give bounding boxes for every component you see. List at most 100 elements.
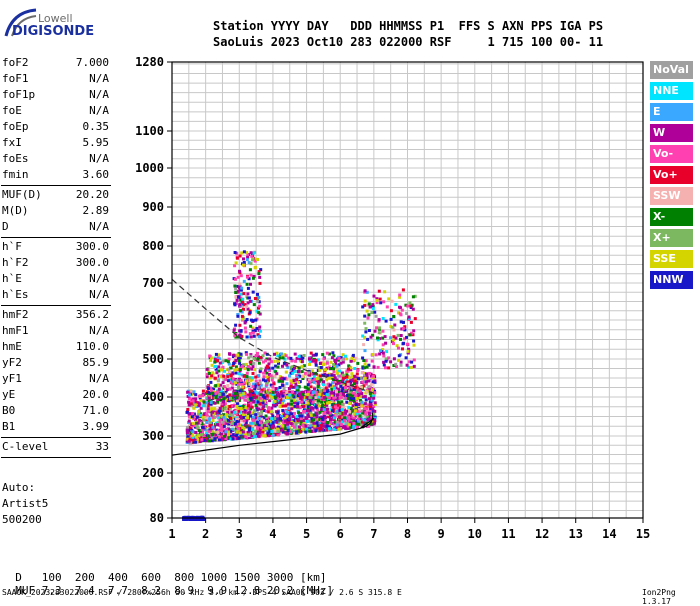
echo-point	[229, 432, 233, 435]
echo-point	[297, 397, 301, 401]
echo-point	[356, 417, 360, 421]
echo-point	[237, 409, 241, 413]
echo-point	[317, 404, 321, 408]
echo-point	[331, 351, 335, 355]
echo-point	[306, 393, 310, 396]
echo-point	[240, 310, 244, 314]
echo-point	[278, 379, 282, 383]
echo-point	[352, 391, 355, 395]
echo-point	[257, 295, 261, 299]
echo-point	[236, 353, 240, 357]
echo-point	[363, 303, 367, 307]
echo-point	[356, 377, 360, 381]
echo-point	[281, 424, 285, 428]
echo-point	[361, 356, 365, 360]
echo-point	[213, 364, 217, 368]
echo-point	[398, 312, 402, 316]
echo-point	[289, 402, 293, 406]
echo-point	[250, 378, 254, 382]
echo-point	[227, 357, 231, 361]
echo-point	[262, 391, 266, 395]
echo-point	[222, 415, 226, 419]
echo-point	[367, 379, 371, 383]
echo-point	[355, 387, 359, 391]
echo-point	[344, 394, 347, 398]
echo-point	[367, 412, 371, 415]
echo-point	[265, 383, 269, 387]
echo-point	[329, 367, 332, 370]
echo-point	[205, 372, 209, 376]
echo-point	[207, 396, 211, 400]
echo-point	[240, 364, 244, 368]
echo-point	[267, 433, 271, 437]
echo-point	[204, 391, 208, 395]
echo-point	[257, 412, 260, 415]
echo-point	[322, 380, 325, 384]
echo-point	[251, 251, 255, 255]
echo-point	[310, 369, 314, 373]
echo-point	[187, 400, 191, 404]
echo-point	[292, 419, 296, 423]
echo-point	[235, 382, 239, 386]
echo-point	[354, 396, 358, 400]
echo-point	[265, 394, 269, 398]
echo-point	[245, 258, 249, 262]
echo-point	[294, 395, 298, 399]
echo-point	[325, 361, 329, 365]
echo-point	[222, 421, 226, 425]
echo-point	[237, 385, 240, 389]
echo-point	[287, 387, 291, 390]
echo-point	[394, 362, 398, 366]
echo-point	[251, 385, 255, 389]
param-separator	[1, 237, 111, 238]
echo-point	[346, 380, 350, 384]
echo-point	[275, 351, 279, 355]
echo-point	[280, 415, 283, 418]
echo-point	[305, 386, 309, 390]
echo-point	[301, 405, 304, 408]
echo-point	[289, 396, 293, 400]
echo-point	[261, 394, 265, 398]
echo-point	[299, 354, 303, 358]
echo-point	[249, 407, 253, 411]
echo-point	[290, 407, 294, 411]
param-label: hmF2	[2, 308, 29, 321]
echo-point	[236, 357, 240, 361]
echo-point	[349, 421, 353, 425]
echo-point	[256, 417, 259, 421]
echo-point	[186, 435, 190, 439]
echo-point	[334, 382, 338, 386]
echo-point	[392, 364, 396, 367]
echo-point	[201, 404, 205, 408]
echo-point	[271, 366, 275, 370]
echo-point	[268, 399, 272, 403]
y-tick-label: 500	[142, 352, 164, 366]
echo-point	[249, 335, 253, 339]
echo-point	[253, 297, 257, 300]
echo-point	[211, 371, 215, 375]
echo-point	[315, 421, 319, 425]
echo-point	[370, 359, 374, 363]
echo-point	[308, 424, 312, 428]
echo-point	[289, 404, 293, 408]
echo-point	[224, 359, 228, 363]
echo-point	[302, 404, 306, 408]
echo-point	[364, 380, 368, 384]
echo-point	[214, 352, 218, 356]
echo-point	[238, 335, 242, 339]
echo-point	[305, 390, 309, 394]
echo-point	[261, 407, 265, 410]
echo-point	[355, 381, 358, 384]
echo-point	[235, 424, 239, 428]
echo-point	[309, 413, 313, 417]
echo-point	[402, 341, 406, 345]
echo-point	[323, 395, 327, 399]
echo-point	[377, 318, 381, 322]
echo-point	[401, 288, 405, 292]
echo-point	[236, 314, 240, 318]
echo-point	[283, 357, 287, 361]
echo-point	[344, 383, 348, 387]
param-value: 3.99	[82, 420, 110, 433]
echo-point	[312, 421, 316, 425]
echo-point	[325, 366, 329, 370]
